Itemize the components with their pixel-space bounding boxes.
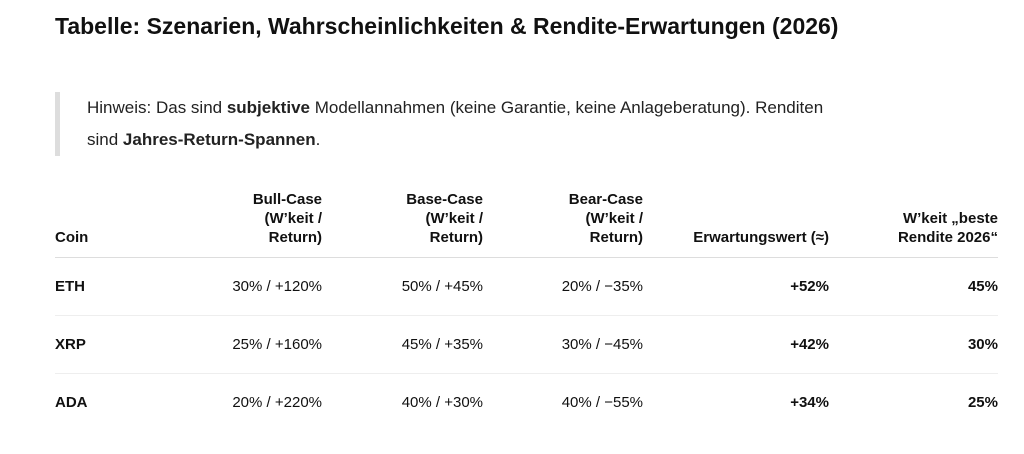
header-text: Bear-Case (W’keit / Return): [568, 191, 643, 246]
header-cell: Bear-Case (W’keit / Return): [483, 190, 643, 258]
header-text: Coin: [55, 229, 89, 246]
table-cell: 30% / +120%: [200, 257, 322, 316]
header-cell: W’keit „beste Rendite 2026“: [829, 190, 998, 258]
table-cell: 30% / −45%: [483, 315, 643, 374]
table-cell: 20% / +220%: [232, 394, 322, 411]
table-cell: 45%: [829, 257, 998, 316]
table-cell: +52%: [643, 257, 829, 316]
table-cell: 45% / +35%: [322, 315, 483, 374]
table-cell: 50% / +45%: [322, 257, 483, 316]
table-cell: +34%: [790, 394, 829, 411]
table-cell: ETH: [55, 257, 200, 316]
title: Tabelle: Szenarien, Wahrscheinlichkeiten…: [55, 13, 839, 39]
table-row: ETH 30% / +120% 50% / +45% 20% / −35% +52% 45…: [55, 257, 998, 316]
header-text: Base-Case (W’keit / Return): [406, 191, 483, 246]
note: Hinweis: Das sind subjektive Modellannah…: [55, 92, 847, 156]
table-cell: XRP: [55, 315, 200, 374]
header-text: Bull-Case (W’keit / Return): [252, 191, 322, 246]
table-row: ADA 20% / +220% 40% / +30% 40% / −55% +34% 25…: [55, 374, 998, 432]
header-cell: Coin: [55, 190, 200, 258]
header-text: Erwartungswert (≈): [693, 229, 829, 246]
header-row: Coin Bull-Case (W’keit / Return) Base-Case…: [55, 190, 998, 258]
table-cell: 25% / +160%: [200, 315, 322, 374]
header-cell: Erwartungswert (≈): [643, 190, 829, 258]
note-text: .: [315, 130, 321, 149]
table: Coin Bull-Case (W’keit / Return) Base-Case…: [55, 190, 998, 431]
table-cell: 30%: [829, 315, 998, 374]
table-cell: 25%: [967, 394, 998, 411]
header-text: W’keit „beste Rendite 2026“: [897, 210, 998, 246]
table-row: XRP 25% / +160% 45% / +35% 30% / −45% +42% 30…: [55, 315, 998, 374]
table-cell: 20% / −35%: [483, 257, 643, 316]
table-cell: ADA: [55, 394, 88, 411]
note-text: Hinweis: Das sind: [87, 98, 227, 117]
note-bold: Jahres-Return-Spannen: [122, 130, 316, 149]
table-cell: 40% / +30%: [401, 394, 483, 411]
note-bold: subjektive: [226, 98, 310, 117]
header-cell: Bull-Case (W’keit / Return): [200, 190, 322, 258]
table-body: ETH 30% / +120% 50% / +45% 20% / −35% +52% 45…: [55, 257, 998, 432]
table-cell: +42%: [643, 315, 829, 374]
note-text: Modellannahmen (keine Garantie, keine An…: [87, 98, 824, 149]
header-cell: Base-Case (W’keit / Return): [322, 190, 483, 258]
table-cell: 40% / −55%: [561, 394, 643, 411]
